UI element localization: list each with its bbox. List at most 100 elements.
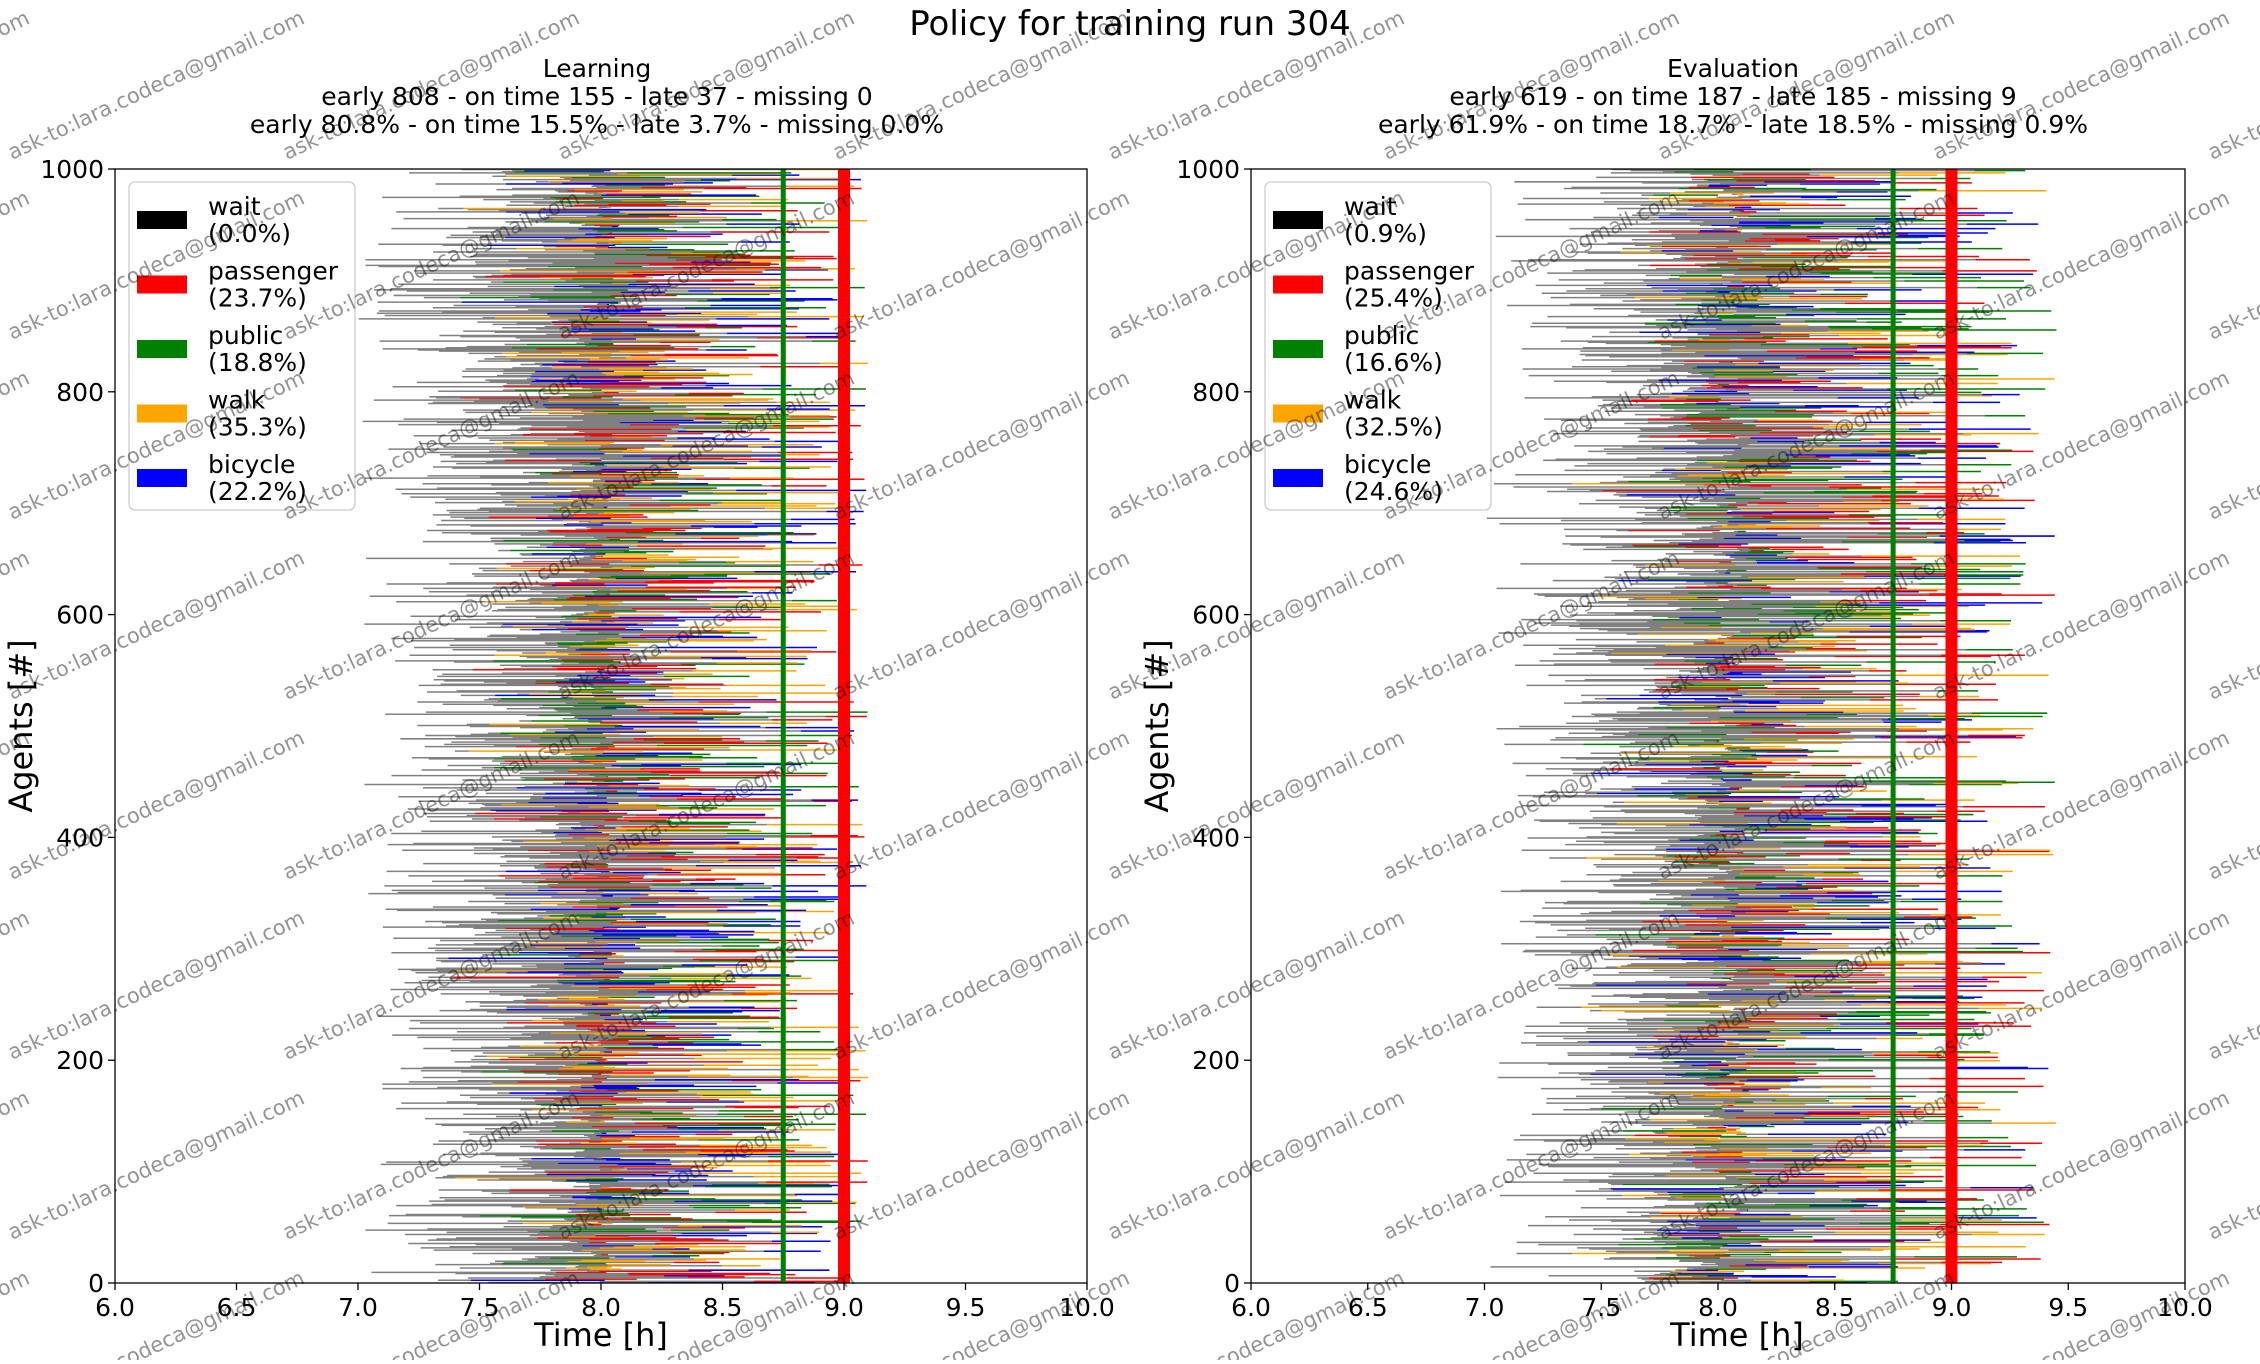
panel-subtitle-counts: early 808 - on time 155 - late 37 - miss… [321, 82, 872, 111]
panel-learning: Learning early 808 - on time 155 - late … [2, 54, 1115, 1354]
panel-subtitle-percent: early 61.9% - on time 18.7% - late 18.5%… [1378, 110, 2088, 139]
watermark-text: ask-to:lara.codeca@gmail.com [1379, 1266, 1683, 1360]
x-tick-label: 7.5 [460, 1293, 500, 1322]
y-tick-label: 800 [56, 378, 104, 407]
legend-swatch-walk [137, 404, 187, 423]
legend-share-public: (18.8%) [208, 348, 307, 377]
legend-label-walk: walk [208, 386, 266, 415]
x-tick-label: 8.5 [1815, 1293, 1855, 1322]
y-axis-label: Agents [#] [2, 639, 40, 812]
watermark-text: ask-to:lara.codeca@gmail.com [1104, 906, 1408, 1065]
legend-label-bicycle: bicycle [208, 450, 295, 479]
y-axis-label: Agents [#] [1138, 639, 1176, 812]
legend-swatch-walk [1273, 404, 1323, 423]
x-tick-label: 9.5 [2048, 1293, 2088, 1322]
legend-share-bicycle: (24.6%) [1344, 477, 1443, 506]
y-tick-label: 0 [88, 1269, 104, 1298]
x-tick-label: 10.0 [2157, 1293, 2213, 1322]
legend: wait(0.0%) passenger(23.7%) public(18.8%) w… [128, 181, 356, 511]
legend-label-wait: wait [208, 192, 261, 221]
y-tick-label: 400 [1192, 823, 1240, 852]
legend-share-public: (16.6%) [1344, 348, 1443, 377]
x-tick-label: 8.0 [581, 1293, 621, 1322]
x-tick-label: 8.5 [703, 1293, 743, 1322]
x-axis-ticks: 6.0 6.5 7.0 7.5 8.0 8.5 9.0 9.5 10.0 [1231, 1283, 2213, 1322]
x-tick-label: 6.5 [1348, 1293, 1388, 1322]
y-tick-label: 1000 [40, 155, 104, 184]
agent-bars [358, 168, 869, 1284]
y-tick-label: 400 [56, 823, 104, 852]
legend-label-walk: walk [1344, 386, 1402, 415]
y-tick-label: 200 [1192, 1046, 1240, 1075]
legend-swatch-passenger [137, 275, 187, 294]
reference-lines [780, 169, 850, 1283]
x-tick-label: 9.0 [1932, 1293, 1972, 1322]
legend-swatch-bicycle [1273, 469, 1323, 487]
legend-box [128, 181, 356, 511]
agent-bars [1486, 168, 2057, 1284]
legend-share-passenger: (25.4%) [1344, 284, 1443, 313]
legend-swatch-wait [1273, 211, 1323, 229]
x-tick-label: 7.0 [338, 1293, 378, 1322]
x-tick-label: 6.0 [95, 1293, 135, 1322]
watermark-text: ask-to:lara.codeca@gmail.com [1929, 726, 2233, 885]
x-tick-label: 7.5 [1581, 1293, 1621, 1322]
legend: wait(0.9%) passenger(25.4%) public(16.6%) w… [1264, 181, 1492, 511]
watermark-text: ask-to:lara.codeca@gmail.com [4, 726, 308, 885]
x-tick-label: 8.0 [1698, 1293, 1738, 1322]
watermark-text: ask-to:lara.codeca@gmail.com [0, 1266, 33, 1360]
legend-share-passenger: (23.7%) [208, 284, 307, 313]
legend-share-wait: (0.0%) [208, 219, 291, 248]
y-tick-label: 600 [56, 601, 104, 630]
legend-label-public: public [208, 321, 283, 350]
y-axis-ticks: 0 200 400 600 800 1000 [1176, 155, 1251, 1298]
legend-swatch-bicycle [137, 469, 187, 487]
legend-swatch-public [137, 340, 187, 358]
reference-lines [1890, 169, 1958, 1283]
x-axis-label: Time [h] [1669, 1316, 1804, 1354]
x-tick-label: 10.0 [1059, 1293, 1115, 1322]
legend-swatch-public [1273, 340, 1323, 358]
watermark-text: ask-to:lara.codeca@gmail.com [4, 1086, 308, 1245]
x-tick-label: 7.0 [1465, 1293, 1505, 1322]
watermark-text: ask-to:lara.codeca@gmail.com [1929, 906, 2233, 1065]
legend-label-passenger: passenger [208, 257, 339, 286]
y-tick-label: 0 [1224, 1269, 1240, 1298]
x-tick-label: 6.0 [1231, 1293, 1271, 1322]
watermark-text: ask-to:lara.codeca@gmail.com [4, 1266, 308, 1360]
legend-label-public: public [1344, 321, 1419, 350]
watermark-text: ask-to:lara.codeca@gmail.com [1104, 1086, 1408, 1245]
panel-subtitle-percent: early 80.8% - on time 15.5% - late 3.7% … [250, 110, 944, 139]
x-axis-ticks: 6.0 6.5 7.0 7.5 8.0 8.5 9.0 9.5 10.0 [95, 1283, 1115, 1322]
panel-subtitle-counts: early 619 - on time 187 - late 185 - mis… [1449, 82, 2016, 111]
watermark-text: ask-to:lara.codeca@gmail.com [4, 546, 308, 705]
y-tick-label: 200 [56, 1046, 104, 1075]
legend-box [1264, 181, 1492, 511]
x-tick-label: 9.5 [946, 1293, 986, 1322]
panel-title: Learning [543, 54, 652, 83]
y-axis-ticks: 0 200 400 600 800 1000 [40, 155, 115, 1298]
watermark-text: ask-to:lara.codeca@gmail.com [4, 906, 308, 1065]
panel-evaluation: Evaluation early 619 - on time 187 - lat… [1138, 54, 2213, 1354]
watermark-text: ask-to:lara.codeca@gmail.com [1104, 546, 1408, 705]
legend-swatch-wait [137, 211, 187, 229]
legend-share-walk: (32.5%) [1344, 413, 1443, 442]
legend-label-bicycle: bicycle [1344, 450, 1431, 479]
legend-label-wait: wait [1344, 192, 1397, 221]
legend-swatch-passenger [1273, 275, 1323, 294]
y-tick-label: 600 [1192, 601, 1240, 630]
legend-share-wait: (0.9%) [1344, 219, 1427, 248]
legend-label-passenger: passenger [1344, 257, 1475, 286]
watermark-text: ask-to:lara.codeca@gmail.com [1929, 186, 2233, 345]
figure-title: Policy for training run 304 [909, 4, 1350, 44]
x-tick-label: 6.5 [217, 1293, 257, 1322]
y-tick-label: 1000 [1176, 155, 1240, 184]
panel-title: Evaluation [1667, 54, 1799, 83]
x-axis-label: Time [h] [533, 1316, 668, 1354]
watermark-text: ask-to:lara.codeca@gmail.com [4, 6, 308, 165]
y-tick-label: 800 [1192, 378, 1240, 407]
x-tick-label: 9.0 [824, 1293, 864, 1322]
legend-share-bicycle: (22.2%) [208, 477, 307, 506]
